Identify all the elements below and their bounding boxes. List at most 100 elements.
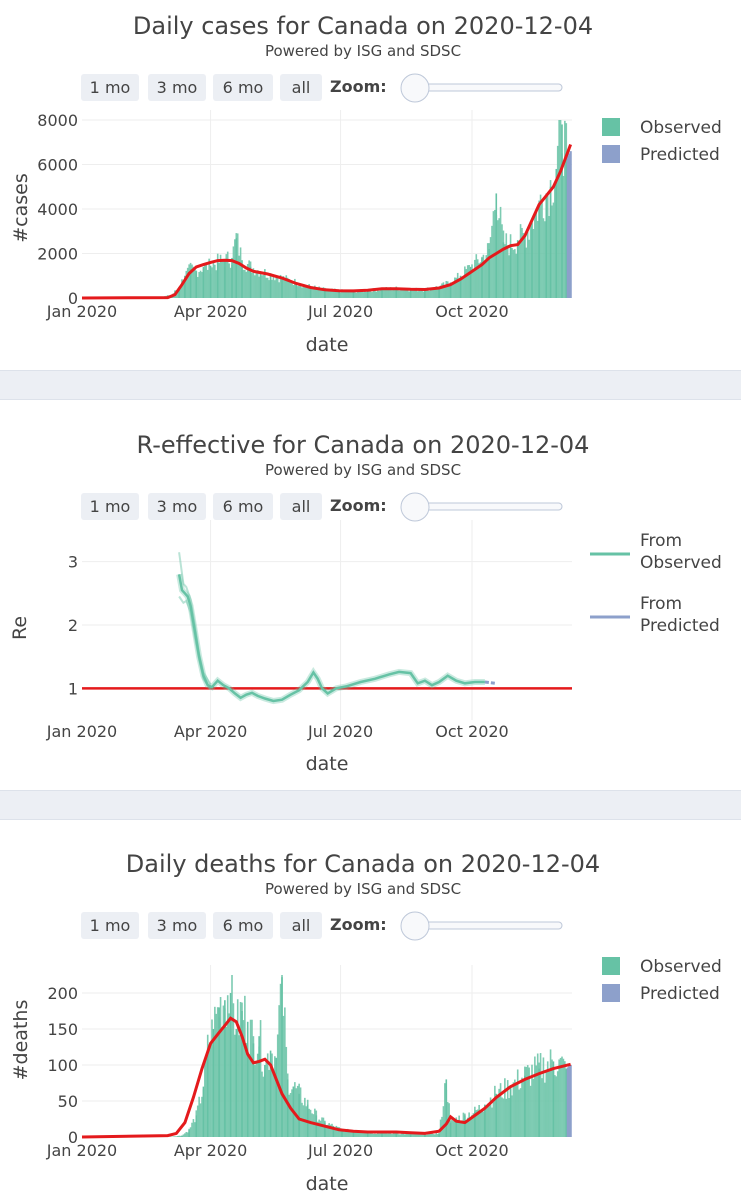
range-button-label[interactable]: all — [292, 78, 311, 97]
zoom-slider-handle[interactable] — [400, 73, 430, 103]
range-button-bg[interactable] — [213, 912, 273, 939]
observed-bar — [449, 1122, 452, 1137]
observed-bar — [502, 242, 505, 298]
observed-bar — [548, 216, 550, 298]
range-button-bg[interactable] — [280, 493, 322, 520]
range-button-label[interactable]: 3 mo — [157, 916, 198, 935]
range-button-bg[interactable] — [213, 493, 273, 520]
observed-bar — [501, 1097, 503, 1137]
x-axis-label: date — [306, 334, 349, 356]
range-button-label[interactable]: 6 mo — [223, 916, 264, 935]
range-button-1mo[interactable]: 1 mo — [81, 912, 139, 939]
legend-label-observed[interactable]: Observed — [640, 118, 722, 138]
observed-bar — [532, 228, 535, 298]
observed-bar — [465, 1120, 468, 1137]
observed-bar — [559, 1057, 562, 1137]
legend-swatch-observed[interactable] — [602, 957, 620, 975]
zoom-slider-track[interactable] — [411, 921, 563, 930]
legend-swatch-predicted[interactable] — [602, 145, 620, 163]
zoom-slider-handle[interactable] — [400, 911, 430, 941]
observed-bar — [511, 247, 513, 298]
range-button-bg[interactable] — [81, 493, 139, 520]
observed-bar — [471, 1115, 473, 1137]
observed-bar — [521, 1077, 523, 1137]
range-button-bg[interactable] — [213, 74, 273, 101]
range-button-6mo[interactable]: 6 mo — [213, 74, 273, 101]
zoom-slider-track[interactable] — [411, 83, 563, 92]
observed-bar — [205, 262, 208, 298]
observed-bar — [425, 1134, 428, 1137]
legend-label-predicted[interactable]: Predicted — [640, 145, 720, 165]
observed-bar — [532, 1078, 535, 1137]
range-button-label[interactable]: 6 mo — [223, 78, 264, 97]
range-button-3mo[interactable]: 3 mo — [148, 493, 206, 520]
observed-bar — [516, 1069, 519, 1137]
observed-bar — [559, 120, 562, 298]
range-button-6mo[interactable]: 6 mo — [213, 912, 273, 939]
range-button-label[interactable]: all — [292, 497, 311, 516]
observed-bar — [231, 975, 233, 1137]
observed-bar — [238, 255, 240, 298]
observed-bar — [241, 260, 243, 298]
observed-bar — [411, 1133, 413, 1137]
range-button-1mo[interactable]: 1 mo — [81, 74, 139, 101]
observed-bar — [259, 271, 262, 298]
observed-bar — [299, 285, 302, 298]
observed-bar — [371, 1133, 373, 1137]
range-button-bg[interactable] — [280, 74, 322, 101]
observed-bar — [484, 262, 486, 298]
range-button-bg[interactable] — [81, 912, 139, 939]
range-button-bg[interactable] — [148, 912, 206, 939]
range-button-bg[interactable] — [148, 74, 206, 101]
observed-bar — [364, 290, 366, 298]
observed-bar — [334, 288, 336, 298]
observed-bar — [421, 1133, 423, 1137]
observed-bar — [418, 1134, 420, 1137]
range-button-label[interactable]: 6 mo — [223, 497, 264, 516]
deaths-chart: Daily deaths for Canada on 2020-12-04 Po… — [10, 850, 722, 1195]
zoom-label: Zoom: — [330, 915, 387, 934]
observed-bar — [279, 983, 282, 1137]
legend-swatch-observed[interactable] — [602, 118, 620, 136]
zoom-slider-handle[interactable] — [400, 492, 430, 522]
range-button-label[interactable]: all — [292, 916, 311, 935]
range-button-label[interactable]: 3 mo — [157, 497, 198, 516]
range-button-all[interactable]: all — [280, 74, 322, 101]
range-button-label[interactable]: 1 mo — [90, 916, 131, 935]
range-button-6mo[interactable]: 6 mo — [213, 493, 273, 520]
observed-bar — [455, 277, 458, 298]
range-button-all[interactable]: all — [280, 912, 322, 939]
predicted-bar — [566, 155, 569, 298]
observed-bar — [272, 1071, 275, 1137]
observed-bar — [498, 1088, 500, 1137]
observed-bar — [226, 995, 229, 1137]
legend-label-observed[interactable]: Observed — [640, 957, 722, 977]
observed-bar — [419, 1133, 422, 1137]
legend-label-from-observed[interactable]: From Observed — [640, 531, 722, 573]
range-button-3mo[interactable]: 3 mo — [148, 912, 206, 939]
range-button-3mo[interactable]: 3 mo — [148, 74, 206, 101]
range-button-1mo[interactable]: 1 mo — [81, 493, 139, 520]
observed-bar — [452, 283, 455, 298]
observed-bar — [564, 120, 566, 299]
observed-bar — [458, 1115, 460, 1137]
legend-label-from-predicted[interactable]: From Predicted — [640, 594, 720, 636]
zoom-slider-track[interactable] — [411, 502, 563, 511]
range-button-bg[interactable] — [280, 912, 322, 939]
observed-bar — [176, 1136, 179, 1137]
observed-bar — [541, 1078, 543, 1137]
range-button-bg[interactable] — [81, 74, 139, 101]
observed-bar — [322, 287, 325, 298]
range-button-label[interactable]: 3 mo — [157, 78, 198, 97]
chart-subtitle: Powered by ISG and SDSC — [265, 42, 461, 60]
observed-bar — [358, 291, 360, 298]
legend-swatch-predicted[interactable] — [602, 984, 620, 1002]
legend-label-predicted[interactable]: Predicted — [640, 984, 720, 1004]
y-tick-label: 2 — [68, 616, 78, 635]
range-button-label[interactable]: 1 mo — [90, 497, 131, 516]
observed-bar — [519, 224, 522, 298]
range-button-bg[interactable] — [148, 493, 206, 520]
range-button-label[interactable]: 1 mo — [90, 78, 131, 97]
range-button-all[interactable]: all — [280, 493, 322, 520]
observed-bar — [378, 1133, 380, 1137]
